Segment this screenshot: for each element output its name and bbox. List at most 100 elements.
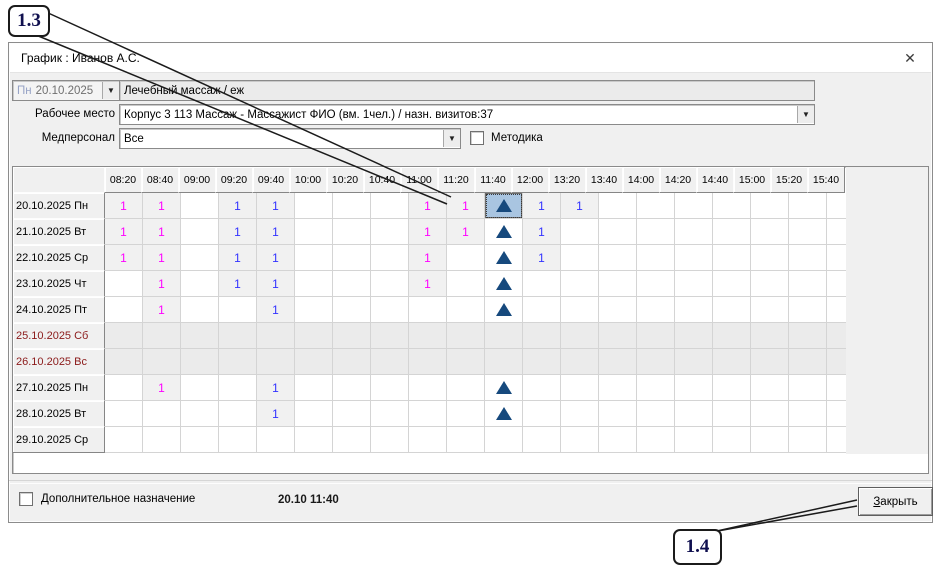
slot-cell[interactable]: 1: [105, 219, 143, 245]
slot-cell[interactable]: [789, 245, 827, 271]
slot-cell[interactable]: 1: [219, 271, 257, 297]
extra-assignment-checkbox[interactable]: [19, 492, 33, 506]
slot-cell[interactable]: [105, 375, 143, 401]
slot-cell[interactable]: [219, 375, 257, 401]
slot-cell[interactable]: [523, 349, 561, 375]
slot-cell[interactable]: [219, 427, 257, 453]
slot-cell[interactable]: [219, 401, 257, 427]
slot-cell[interactable]: [333, 193, 371, 219]
slot-cell[interactable]: [333, 245, 371, 271]
slot-cell[interactable]: [257, 349, 295, 375]
slot-cell[interactable]: [181, 271, 219, 297]
slot-cell[interactable]: 1: [409, 245, 447, 271]
slot-cell[interactable]: [713, 349, 751, 375]
slot-cell[interactable]: [371, 375, 409, 401]
slot-cell[interactable]: [143, 401, 181, 427]
slot-cell[interactable]: [637, 323, 675, 349]
staff-combobox[interactable]: Все ▼: [119, 128, 461, 149]
slot-cell[interactable]: [105, 427, 143, 453]
slot-cell[interactable]: [219, 323, 257, 349]
slot-cell[interactable]: [371, 297, 409, 323]
slot-cell[interactable]: [257, 427, 295, 453]
slot-cell[interactable]: [105, 323, 143, 349]
slot-cell[interactable]: [789, 427, 827, 453]
slot-cell[interactable]: [751, 271, 789, 297]
slot-cell[interactable]: [751, 297, 789, 323]
slot-cell[interactable]: [751, 323, 789, 349]
slot-cell[interactable]: [485, 323, 523, 349]
slot-cell[interactable]: [713, 323, 751, 349]
slot-cell[interactable]: [599, 401, 637, 427]
slot-cell[interactable]: [789, 401, 827, 427]
slot-cell[interactable]: [637, 271, 675, 297]
slot-cell[interactable]: [409, 401, 447, 427]
slot-cell[interactable]: [447, 401, 485, 427]
slot-cell[interactable]: [447, 323, 485, 349]
slot-cell[interactable]: [789, 271, 827, 297]
slot-cell[interactable]: [561, 271, 599, 297]
slot-cell[interactable]: [637, 297, 675, 323]
slot-cell[interactable]: [751, 245, 789, 271]
slot-cell[interactable]: [675, 427, 713, 453]
slot-cell[interactable]: [409, 349, 447, 375]
slot-cell[interactable]: [523, 271, 561, 297]
slot-cell[interactable]: 1: [523, 219, 561, 245]
slot-cell[interactable]: [637, 349, 675, 375]
slot-cell[interactable]: 1: [143, 245, 181, 271]
slot-cell[interactable]: [181, 297, 219, 323]
slot-cell[interactable]: [713, 375, 751, 401]
slot-cell[interactable]: [523, 323, 561, 349]
slot-cell[interactable]: [789, 323, 827, 349]
slot-cell[interactable]: 1: [409, 193, 447, 219]
slot-cell[interactable]: [295, 297, 333, 323]
slot-cell[interactable]: 1: [105, 245, 143, 271]
slot-cell[interactable]: [485, 427, 523, 453]
slot-cell[interactable]: 1: [143, 375, 181, 401]
slot-cell[interactable]: [105, 349, 143, 375]
slot-cell[interactable]: [409, 427, 447, 453]
chevron-down-icon[interactable]: ▼: [443, 130, 460, 147]
slot-cell[interactable]: [257, 323, 295, 349]
close-button[interactable]: Закрыть: [858, 487, 933, 516]
methodika-checkbox[interactable]: [470, 131, 484, 145]
slot-cell[interactable]: [523, 297, 561, 323]
slot-cell[interactable]: [485, 193, 523, 219]
slot-cell[interactable]: [751, 427, 789, 453]
close-icon[interactable]: ✕: [904, 49, 916, 66]
slot-cell[interactable]: [789, 349, 827, 375]
slot-cell[interactable]: [181, 245, 219, 271]
slot-cell[interactable]: [599, 375, 637, 401]
slot-cell[interactable]: [105, 271, 143, 297]
slot-cell[interactable]: [485, 245, 523, 271]
slot-cell[interactable]: [637, 401, 675, 427]
slot-cell[interactable]: [219, 297, 257, 323]
slot-cell[interactable]: [105, 401, 143, 427]
slot-cell[interactable]: [523, 401, 561, 427]
slot-cell[interactable]: [561, 427, 599, 453]
slot-cell[interactable]: [561, 349, 599, 375]
slot-cell[interactable]: [295, 323, 333, 349]
slot-cell[interactable]: 1: [257, 193, 295, 219]
slot-cell[interactable]: [675, 245, 713, 271]
slot-cell[interactable]: [143, 349, 181, 375]
slot-cell[interactable]: 1: [143, 297, 181, 323]
slot-cell[interactable]: [181, 375, 219, 401]
slot-cell[interactable]: [143, 323, 181, 349]
slot-cell[interactable]: [333, 401, 371, 427]
slot-cell[interactable]: [789, 219, 827, 245]
slot-cell[interactable]: [181, 219, 219, 245]
slot-cell[interactable]: [675, 401, 713, 427]
workplace-combobox[interactable]: Корпус 3 113 Массаж - Массажист ФИО (вм.…: [119, 104, 815, 125]
slot-cell[interactable]: [789, 297, 827, 323]
slot-cell[interactable]: [371, 219, 409, 245]
slot-cell[interactable]: [447, 349, 485, 375]
slot-cell[interactable]: [485, 401, 523, 427]
slot-cell[interactable]: [371, 193, 409, 219]
slot-cell[interactable]: [675, 349, 713, 375]
slot-cell[interactable]: [599, 271, 637, 297]
slot-cell[interactable]: [675, 193, 713, 219]
slot-cell[interactable]: [295, 427, 333, 453]
slot-cell[interactable]: [599, 297, 637, 323]
slot-cell[interactable]: 1: [447, 219, 485, 245]
slot-cell[interactable]: [181, 193, 219, 219]
